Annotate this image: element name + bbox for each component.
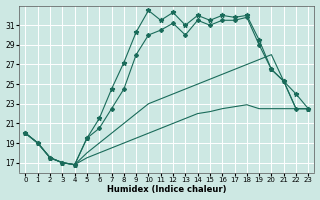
X-axis label: Humidex (Indice chaleur): Humidex (Indice chaleur)	[107, 185, 227, 194]
